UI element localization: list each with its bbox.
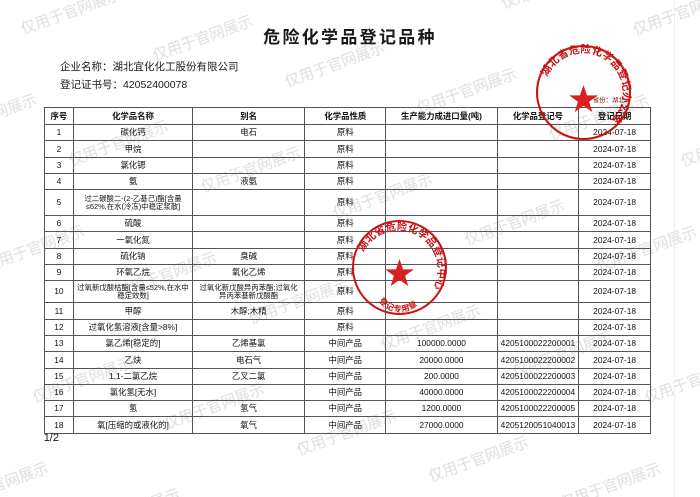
svg-text:省份：湖北: 省份：湖北 [593,95,625,104]
